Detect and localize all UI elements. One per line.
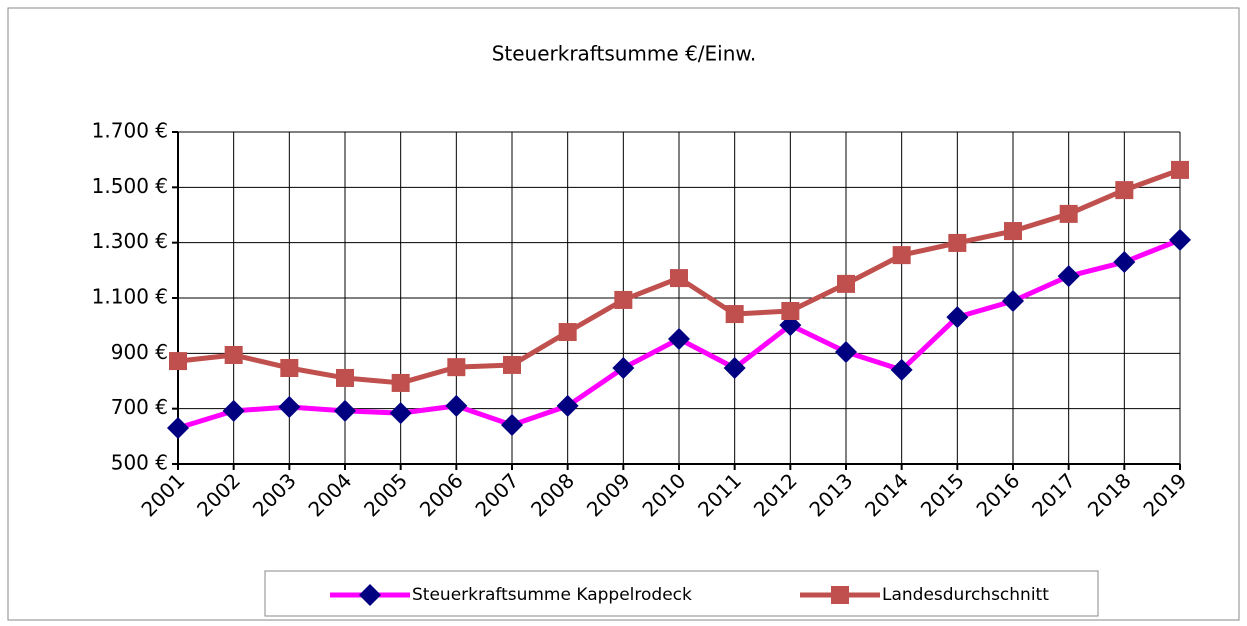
marker (890, 358, 913, 381)
marker (167, 417, 189, 440)
marker (614, 290, 633, 309)
marker (1169, 228, 1191, 251)
y-tick-label: 700 € (111, 395, 168, 419)
marker (556, 394, 579, 417)
y-tick-label: 1.500 € (92, 174, 168, 198)
marker (1115, 181, 1134, 200)
marker (723, 356, 746, 379)
legend-label: Steuerkraftsumme Kappelrodeck (412, 585, 692, 605)
y-tick-label: 1.700 € (92, 119, 168, 143)
marker (1004, 222, 1022, 241)
marker (224, 345, 243, 364)
marker (169, 352, 187, 371)
marker (668, 327, 690, 350)
legend-label: Landesdurchschnitt (882, 585, 1049, 605)
marker (503, 355, 521, 374)
marker (670, 269, 688, 288)
marker (389, 402, 412, 425)
marker (946, 306, 969, 329)
chart-title: Steuerkraftsumme €/Einw. (492, 42, 757, 66)
marker (501, 413, 523, 436)
marker (391, 373, 410, 392)
marker (1171, 160, 1189, 179)
marker (558, 323, 577, 342)
marker (222, 399, 245, 422)
marker (948, 233, 967, 252)
y-tick-label: 900 € (111, 340, 168, 364)
marker (445, 394, 468, 417)
y-tick-label: 1.300 € (92, 229, 168, 253)
y-tick-label: 1.100 € (92, 285, 168, 309)
marker (835, 340, 857, 363)
marker (837, 274, 855, 293)
marker (359, 584, 381, 606)
marker (1059, 204, 1078, 223)
marker (280, 358, 299, 377)
marker (725, 305, 744, 324)
marker (892, 246, 911, 265)
marker (1002, 290, 1024, 313)
marker (781, 302, 800, 321)
marker (336, 368, 354, 387)
marker (831, 586, 849, 604)
marker (447, 358, 466, 377)
marker (1057, 265, 1080, 288)
marker (1113, 251, 1136, 274)
marker (612, 356, 635, 379)
marker (278, 396, 301, 419)
y-tick-label: 500 € (111, 451, 168, 475)
marker (334, 399, 356, 422)
